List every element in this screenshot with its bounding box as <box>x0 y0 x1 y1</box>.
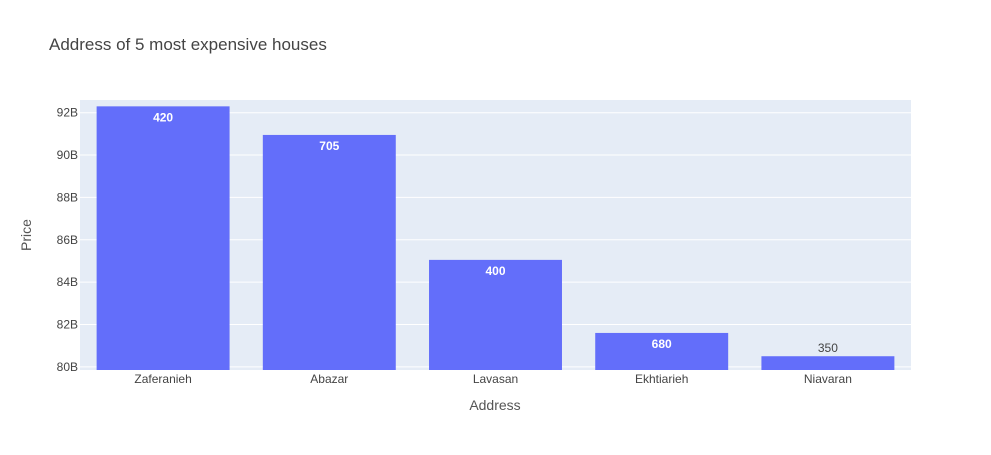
y-axis-ticks: 80B 82B 84B 86B 88B 90B 92B <box>57 106 78 374</box>
x-tick-label: Abazar <box>310 372 348 386</box>
y-tick-label: 88B <box>57 190 78 204</box>
y-tick-label: 90B <box>57 148 78 162</box>
bar-data-label: 350 <box>818 341 838 355</box>
y-tick-label: 80B <box>57 360 78 374</box>
bar[interactable] <box>761 356 895 370</box>
bar[interactable] <box>429 259 562 370</box>
bar[interactable] <box>262 134 396 370</box>
bars <box>96 106 895 371</box>
x-tick-label: Ekhtiarieh <box>635 372 688 386</box>
x-tick-label: Zaferanieh <box>134 372 191 386</box>
data-labels: 420 705 400 680 350 <box>153 110 838 355</box>
y-axis-title: Price <box>18 219 34 251</box>
chart-title: Address of 5 most expensive houses <box>49 35 327 54</box>
bar-data-label: 680 <box>652 337 672 351</box>
y-tick-label: 86B <box>57 233 78 247</box>
y-tick-label: 82B <box>57 317 78 331</box>
bar-data-label: 705 <box>319 139 339 153</box>
bar-data-label: 420 <box>153 110 173 124</box>
x-tick-label: Lavasan <box>473 372 518 386</box>
x-axis-ticks: Zaferanieh Abazar Lavasan Ekhtiarieh Niavara… <box>134 372 852 386</box>
y-tick-label: 92B <box>57 106 78 120</box>
x-tick-label: Niavaran <box>804 372 852 386</box>
y-tick-label: 84B <box>57 275 78 289</box>
bar[interactable] <box>595 332 729 370</box>
bar-data-label: 400 <box>485 264 505 278</box>
x-axis-title: Address <box>469 397 520 413</box>
bar[interactable] <box>96 106 230 371</box>
